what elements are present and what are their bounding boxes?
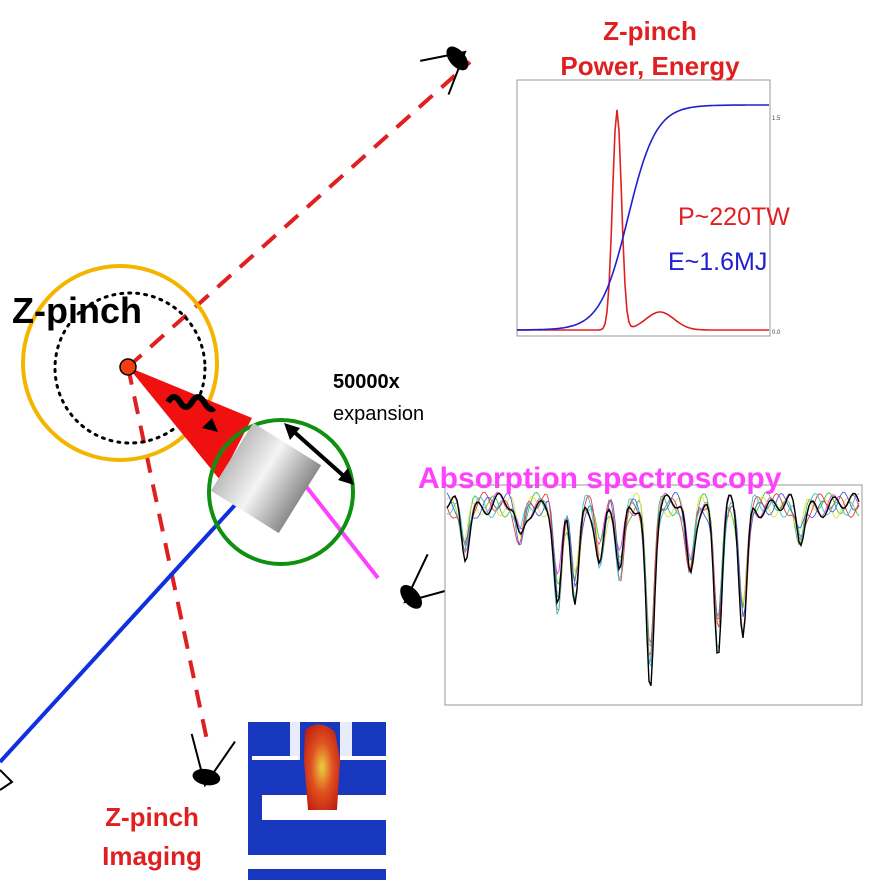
backlight-line	[0, 503, 237, 764]
spectroscopy-label: Absorption spectroscopy	[418, 462, 782, 495]
source-dot	[119, 358, 137, 376]
axis-label: 0.0	[772, 330, 781, 336]
image-inset	[248, 722, 386, 880]
expansion-factor: 50000x	[333, 371, 400, 393]
expansion-label: expansion	[333, 403, 424, 425]
eye-partial	[0, 769, 14, 791]
axis-label: 1.5	[772, 116, 781, 122]
energy-curve	[517, 104, 769, 331]
imaging-label: Z-pinch	[105, 802, 199, 832]
dotted-circle	[53, 291, 207, 445]
eye	[420, 46, 469, 95]
sight-line	[126, 60, 472, 369]
sample-circle	[207, 418, 355, 566]
eye	[190, 733, 236, 788]
eye	[400, 553, 457, 609]
power-value: P~220TW	[678, 203, 790, 231]
arrow-head	[284, 423, 300, 440]
spectrum-trace	[446, 491, 860, 657]
source-circle	[21, 264, 219, 462]
power-curve	[517, 109, 769, 331]
xray-arrow	[202, 418, 218, 432]
xray-wave	[165, 394, 217, 413]
imaging-label: Imaging	[102, 841, 202, 871]
energy-value: E~1.6MJ	[668, 248, 767, 276]
spectrum	[446, 491, 860, 686]
sample-cylinder	[210, 422, 322, 534]
source-label: Z-pinch	[12, 290, 142, 331]
spectrum-trace	[446, 492, 860, 686]
power-plot	[517, 104, 769, 331]
expansion-arrow	[290, 428, 348, 480]
top-label: Power, Energy	[560, 51, 740, 81]
sight-line	[126, 366, 210, 746]
arrow-head	[338, 468, 354, 485]
power-plot-frame	[516, 79, 771, 337]
top-label: Z-pinch	[603, 16, 697, 46]
